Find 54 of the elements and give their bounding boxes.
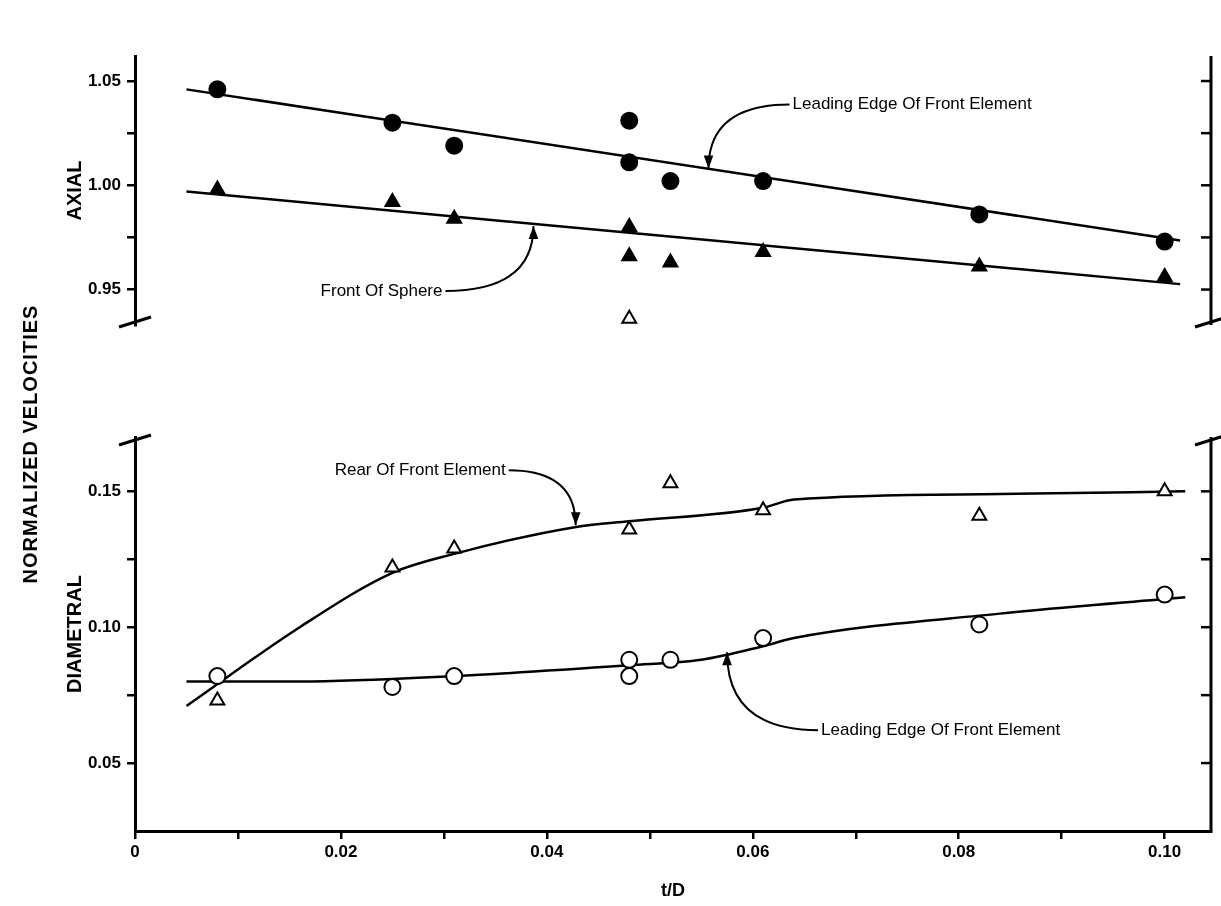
point — [445, 136, 464, 155]
point — [620, 667, 639, 686]
text: NORMALIZED VELOCITIES — [18, 304, 42, 583]
point — [1156, 268, 1173, 283]
y-tick-label: 0.95 — [87, 279, 121, 299]
point — [755, 501, 772, 516]
point — [1155, 585, 1174, 604]
y-tick-label: 0.10 — [87, 616, 121, 636]
point — [971, 257, 988, 272]
x-tick-label: 0.04 — [530, 841, 564, 861]
point — [621, 309, 638, 324]
x-tick-label: 0.06 — [736, 841, 770, 861]
point — [620, 650, 639, 669]
point — [446, 209, 463, 224]
annotation: Leading Edge Of Front Element — [792, 94, 1032, 114]
x-tick-label: 0.08 — [942, 841, 976, 861]
y-tick-label: 0.15 — [87, 481, 121, 501]
point — [445, 667, 464, 686]
point — [383, 113, 402, 132]
point — [661, 650, 680, 669]
point — [620, 111, 639, 130]
point — [208, 80, 227, 99]
y-tick-label: 0.05 — [87, 752, 121, 772]
point — [1155, 232, 1174, 251]
y-tick-label: 1.00 — [87, 174, 121, 194]
point — [1156, 482, 1173, 497]
point — [662, 474, 679, 489]
point — [755, 243, 772, 258]
point — [621, 247, 638, 262]
point — [621, 217, 638, 232]
x-axis-title: t/D — [661, 880, 685, 901]
point — [446, 539, 463, 554]
x-tick-label: 0.10 — [1148, 841, 1182, 861]
point — [620, 153, 639, 172]
annotation: Leading Edge Of Front Element — [821, 719, 1061, 739]
x-tick-label: 0.02 — [324, 841, 358, 861]
point — [209, 180, 226, 195]
annotation: Front Of Sphere — [320, 280, 443, 300]
point — [208, 667, 227, 686]
y-axis-title: AXIAL — [62, 160, 85, 221]
point — [971, 506, 988, 521]
point — [384, 558, 401, 573]
point — [970, 205, 989, 224]
point — [754, 172, 773, 191]
x-tick-label: 0 — [130, 841, 140, 861]
point — [754, 629, 773, 648]
y-axis-title: DIAMETRAL — [62, 575, 85, 693]
annotation: Rear Of Front Element — [334, 460, 506, 479]
point — [384, 192, 401, 207]
point — [662, 253, 679, 268]
point — [621, 520, 638, 535]
point — [970, 615, 989, 634]
point — [661, 172, 680, 191]
y-tick-label: 1.05 — [87, 70, 121, 90]
